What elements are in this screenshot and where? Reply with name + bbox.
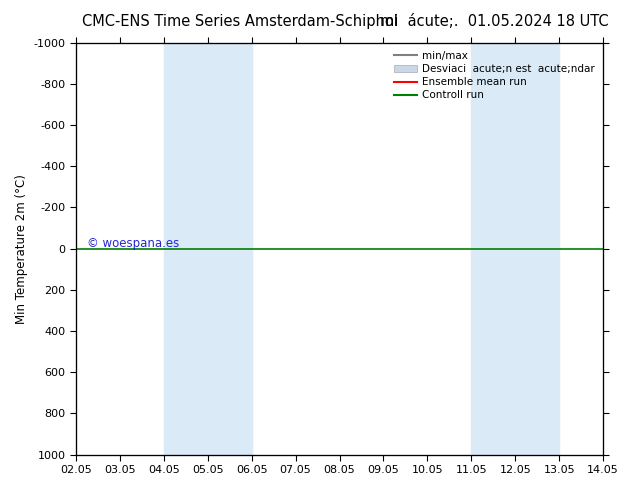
Bar (471, 43, 559, 455)
Text: CMC-ENS Time Series Amsterdam-Schiphol: CMC-ENS Time Series Amsterdam-Schiphol (82, 14, 398, 29)
Text: mi  ácute;.  01.05.2024 18 UTC: mi ácute;. 01.05.2024 18 UTC (380, 14, 609, 29)
Y-axis label: Min Temperature 2m (°C): Min Temperature 2m (°C) (15, 173, 28, 323)
Text: © woespana.es: © woespana.es (86, 237, 179, 249)
Legend: min/max, Desviaci  acute;n est  acute;ndar, Ensemble mean run, Controll run: min/max, Desviaci acute;n est acute;ndar… (391, 48, 598, 103)
Bar (164, 43, 252, 455)
